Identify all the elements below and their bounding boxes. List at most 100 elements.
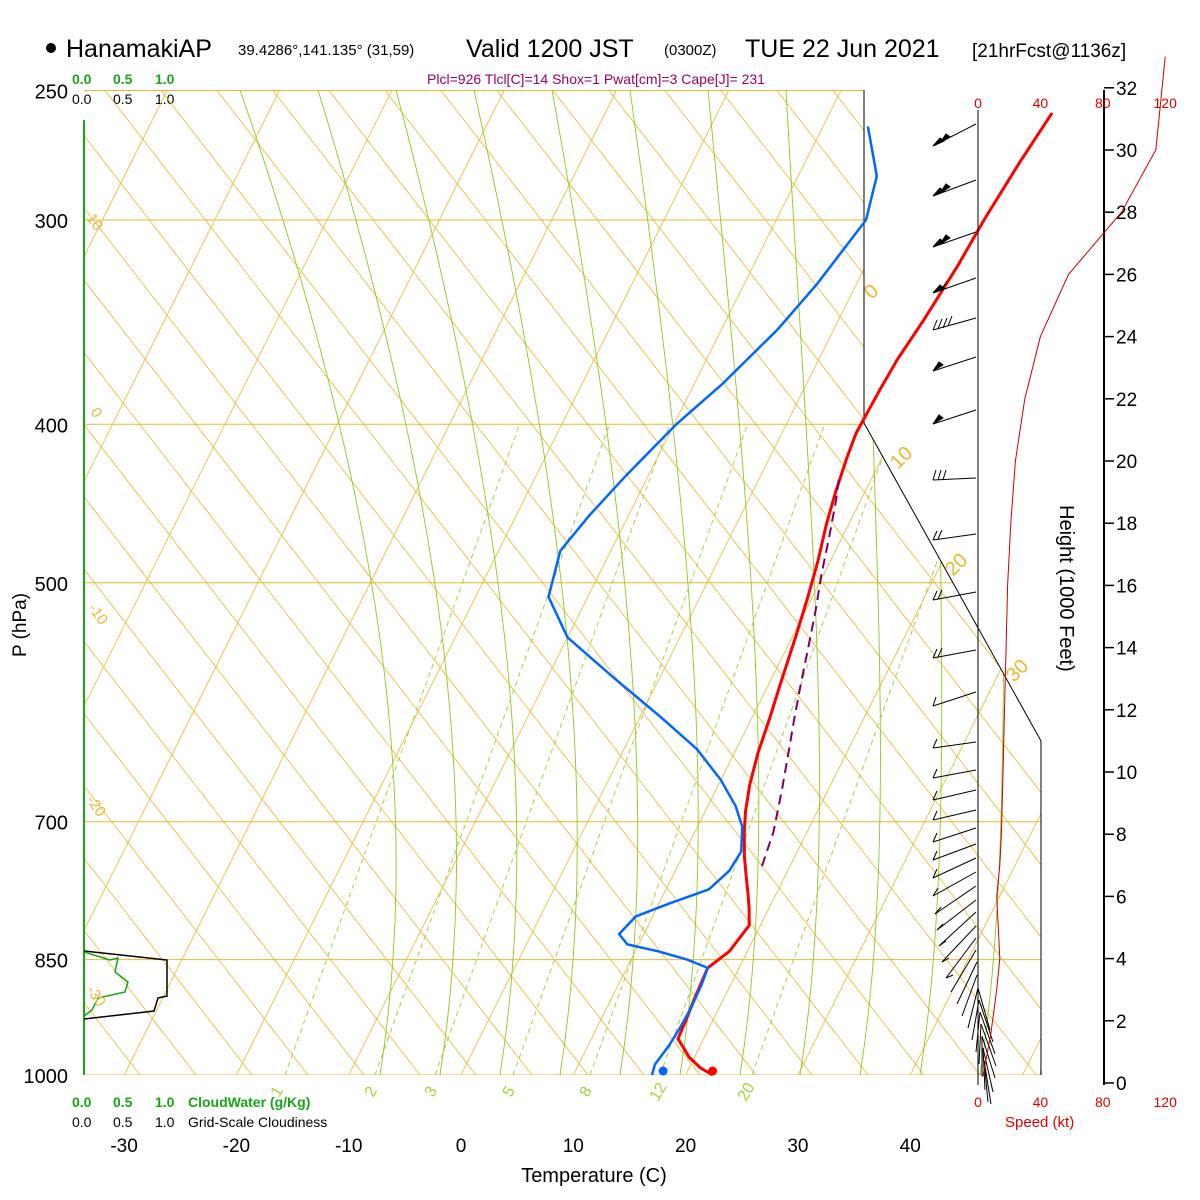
- speed-tick-label-bottom: 0: [974, 1094, 982, 1110]
- dry-adiabat-line: [720, 90, 1041, 1075]
- cloudiness-label: Grid-Scale Cloudiness: [188, 1114, 327, 1130]
- station-coords: 39.4286°,141.135° (31,59): [238, 42, 414, 59]
- cloud-scale-bottom-black-1: 0.5: [113, 1114, 133, 1130]
- cloud-scale-bottom-green-0: 0.0: [72, 1094, 92, 1110]
- dry-adiabat-line: [84, 90, 365, 1075]
- dry-adiabat-line: [440, 90, 1041, 1075]
- moist-adiabat-line: [473, 90, 578, 1075]
- dry-adiabat-line: [160, 90, 925, 1075]
- temperature-tick-label: 20: [675, 1136, 696, 1157]
- wind-barb: [932, 277, 977, 294]
- valid-zulu: (0300Z): [664, 42, 717, 59]
- dry-adiabat-line: [84, 90, 421, 1075]
- height-tick-label: 24: [1116, 328, 1138, 349]
- pressure-tick-label: 1000: [24, 1066, 69, 1088]
- wind-barb: [932, 179, 977, 197]
- wind-barb: [967, 987, 991, 1031]
- wind-barb: [961, 974, 978, 1017]
- indices-line: Plcl=926 Tlcl[C]=14 Shox=1 Pwat[cm]=3 Ca…: [427, 71, 765, 87]
- pressure-axis-label: P (hPa): [10, 593, 31, 657]
- wind-barb: [932, 809, 977, 821]
- cloud-scale-bottom-black-0: 0.0: [72, 1114, 92, 1130]
- height-tick-label: 28: [1116, 203, 1137, 224]
- wind-barb: [932, 123, 977, 147]
- isotherm-line: [909, 90, 1041, 1075]
- wind-barb: [932, 691, 977, 707]
- cloud-scale-top-green-1: 0.5: [113, 71, 133, 87]
- height-tick-label: 20: [1116, 452, 1137, 473]
- speed-tick-label-top: 0: [974, 95, 982, 111]
- speed-tick-label-bottom: 40: [1033, 1094, 1049, 1110]
- cloud-scale-top-black-1: 0.5: [113, 91, 133, 107]
- moist-adiabat-line: [239, 90, 397, 1075]
- dry-adiabat-line: [328, 90, 1041, 1075]
- valid-time: Valid 1200 JST: [466, 35, 634, 63]
- mixing-ratio-line: [374, 422, 611, 1075]
- wind-barb: [932, 231, 977, 248]
- isotherm-label: -10: [85, 601, 111, 629]
- moist-adiabat-line: [629, 90, 699, 1075]
- mixing-ratio-line: [284, 422, 521, 1075]
- temperature-tick-label: 10: [563, 1136, 584, 1157]
- speed-height-curve: [982, 56, 1166, 1077]
- temperature-tick-label: -30: [110, 1136, 137, 1157]
- isotherm-line: [797, 90, 1041, 1075]
- wind-barb: [932, 589, 977, 601]
- height-tick-label: 12: [1116, 701, 1137, 722]
- wind-barb: [932, 315, 977, 331]
- height-tick-label: 0: [1116, 1074, 1127, 1095]
- dry-adiabat-line: [84, 90, 645, 1075]
- pressure-tick-label: 250: [35, 82, 68, 104]
- height-tick-label: 18: [1116, 514, 1137, 535]
- dry-adiabat-line: [84, 90, 309, 1075]
- isotherm-line: [84, 90, 280, 1075]
- wind-barb: [932, 529, 977, 541]
- mixing-ratio-line: [659, 422, 896, 1075]
- height-axis-label: Height (1000 Feet): [1055, 505, 1077, 672]
- wind-barb: [936, 899, 977, 931]
- dry-adiabat-line: [664, 90, 1041, 1075]
- pressure-tick-label: 300: [35, 211, 68, 233]
- pressure-tick-label: 850: [35, 951, 68, 973]
- wind-barb: [950, 949, 977, 993]
- dry-adiabat-line: [84, 90, 757, 1075]
- height-tick-label: 8: [1116, 825, 1127, 846]
- mixing-ratio-labels: 1 2 3 5 8 12 20: [268, 1080, 759, 1104]
- cloud-scale-bottom-green-2: 1.0: [155, 1094, 175, 1110]
- temperature-tick-label: -10: [335, 1136, 362, 1157]
- mixing-ratio-line: [434, 422, 671, 1075]
- cloud-water-curve: [83, 951, 129, 1017]
- wind-barb: [981, 1035, 996, 1079]
- height-tick-label: 4: [1116, 950, 1127, 971]
- height-tick-label: 2: [1116, 1012, 1127, 1033]
- isotherm-label: 0: [860, 280, 883, 303]
- dry-adiabat-line: [104, 90, 869, 1075]
- wind-barb: [956, 961, 978, 1005]
- height-tick-label: 16: [1116, 576, 1137, 597]
- wind-barb: [932, 768, 977, 779]
- height-tick-label: 6: [1116, 887, 1127, 908]
- speed-tick-label-bottom: 120: [1154, 1094, 1178, 1110]
- surface-dewpoint-marker: [658, 1066, 668, 1076]
- speed-axis-label: Speed (kt): [1005, 1114, 1074, 1131]
- wind-barb: [932, 843, 977, 861]
- mixing-ratio-label: 2: [362, 1084, 381, 1100]
- grid-cloudiness-curve: [83, 950, 168, 1020]
- dry-adiabat-line: [84, 90, 701, 1075]
- isotherm-label: 30: [1002, 655, 1033, 686]
- wind-barb: [932, 827, 977, 843]
- moist-adiabat-line: [551, 90, 639, 1075]
- wind-barb: [938, 911, 977, 947]
- cloud-scale-top-green-2: 1.0: [155, 71, 175, 87]
- isotherm-line: [123, 90, 617, 1075]
- skewt-background-grid: [0, 90, 1041, 1075]
- isotherm-line: [348, 90, 842, 1075]
- valid-date: TUE 22 Jun 2021: [745, 35, 940, 63]
- isotherm-label: 0: [87, 405, 106, 422]
- moist-adiabat-line: [317, 90, 457, 1075]
- dry-adiabat-line: [0, 90, 28, 1075]
- moist-adiabat-line: [395, 90, 518, 1075]
